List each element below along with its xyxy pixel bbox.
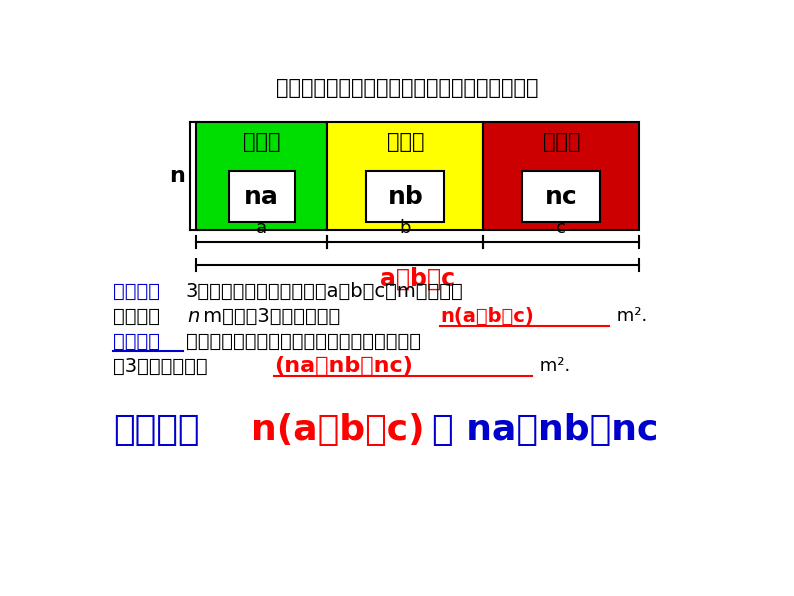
Bar <box>522 170 600 222</box>
Bar <box>196 122 327 230</box>
Text: m².: m². <box>534 358 570 375</box>
Bar <box>229 170 295 222</box>
Text: a＋b＋c: a＋b＋c <box>380 266 455 291</box>
Text: 先分别计算每天修筑路面的面积，然后相加，: 先分别计算每天修筑路面的面积，然后相加， <box>186 333 421 351</box>
Text: n(a＋b＋c): n(a＋b＋c) <box>252 414 425 448</box>
Text: n: n <box>187 307 200 326</box>
Bar <box>366 170 445 222</box>
Bar <box>484 122 639 230</box>
Text: 第三天: 第三天 <box>542 132 580 151</box>
Text: 算法一：: 算法一： <box>113 283 160 301</box>
Text: b: b <box>399 219 411 237</box>
Bar <box>327 122 484 230</box>
Text: c: c <box>557 219 566 237</box>
Text: 3天共修筑路面的总长为（a＋b＋c）m，因为路: 3天共修筑路面的总长为（a＋b＋c）m，因为路 <box>186 283 464 301</box>
Text: (na＋nb＋nc): (na＋nb＋nc) <box>275 356 414 377</box>
Text: 因此，有: 因此，有 <box>113 414 199 448</box>
Text: nc: nc <box>545 185 578 209</box>
Text: 先按题意画图，结合图形考虑有几种计算方法？: 先按题意画图，结合图形考虑有几种计算方法？ <box>276 77 538 98</box>
Text: 第一天: 第一天 <box>243 132 280 151</box>
Text: nb: nb <box>387 185 423 209</box>
Text: 第二天: 第二天 <box>387 132 424 151</box>
Text: n: n <box>170 166 186 186</box>
Text: m².: m². <box>611 308 647 325</box>
Text: a: a <box>256 219 268 237</box>
Text: na: na <box>245 185 279 209</box>
Text: n(a＋b＋c): n(a＋b＋c) <box>440 307 534 326</box>
Text: 则3天共修筑路面: 则3天共修筑路面 <box>113 357 207 376</box>
Text: 面的宽为: 面的宽为 <box>113 307 160 326</box>
Text: m，所以3天共修筑路面: m，所以3天共修筑路面 <box>197 307 340 326</box>
Text: 算法二：: 算法二： <box>113 333 160 351</box>
Text: ＝ na＋nb＋nc: ＝ na＋nb＋nc <box>433 414 659 448</box>
